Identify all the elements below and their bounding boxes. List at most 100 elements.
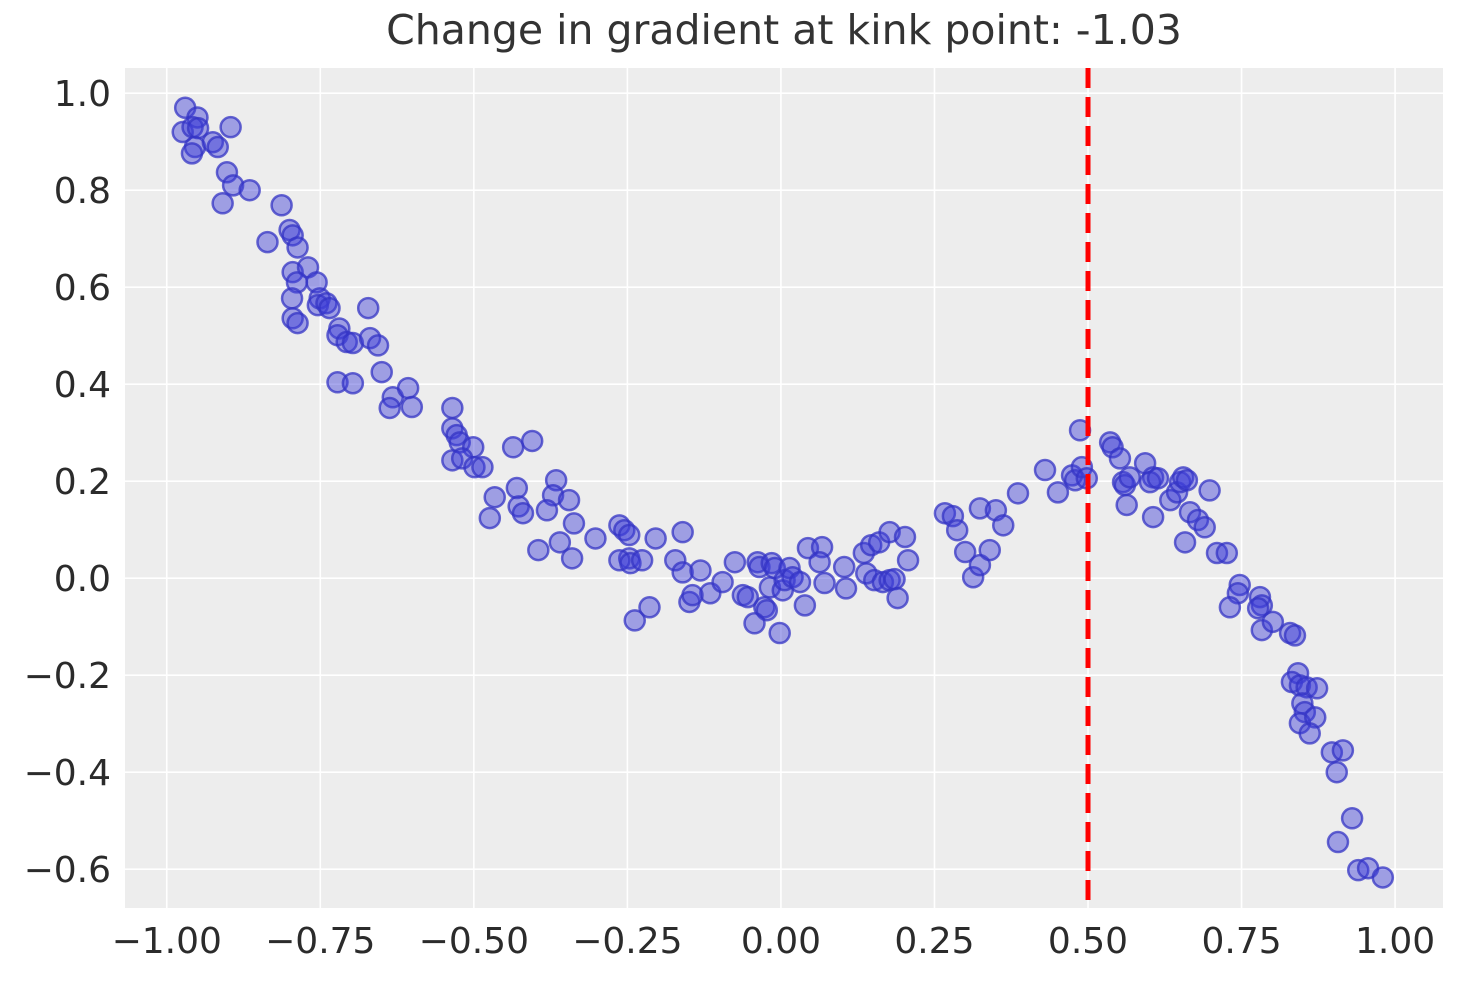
scatter-point	[623, 609, 647, 632]
scatter-point	[1325, 760, 1348, 784]
y-tick-label: 0.4	[54, 365, 111, 406]
scatter-point	[238, 178, 261, 202]
scatter-point	[548, 531, 572, 554]
scatter-point	[400, 395, 424, 419]
x-tick-label: −0.25	[572, 921, 682, 962]
scatter-point	[1198, 479, 1221, 502]
plot-area	[125, 68, 1443, 908]
scatter-point	[562, 512, 586, 535]
scatter-point	[441, 396, 464, 420]
scatter-point	[505, 476, 529, 500]
scatter-point	[968, 497, 992, 520]
scatter-point	[945, 518, 969, 542]
scatter-point	[501, 436, 525, 459]
x-tick-label: 0.00	[741, 921, 821, 962]
scatter-point	[644, 527, 667, 550]
scatter-point	[520, 429, 544, 453]
scatter-point	[961, 565, 985, 589]
scatter-point	[681, 583, 704, 607]
scatter-point	[978, 538, 1001, 562]
scatter-point	[527, 538, 550, 562]
x-tick-label: −1.00	[112, 921, 222, 962]
scatter-point	[723, 550, 747, 574]
scatter-point	[671, 520, 694, 544]
scatter-point	[280, 287, 304, 310]
scatter-point	[270, 194, 293, 217]
scatter-point	[1298, 722, 1321, 745]
scatter-point	[1141, 505, 1165, 529]
x-tick-label: 0.25	[894, 921, 974, 962]
scatter-point	[378, 396, 401, 420]
y-tick-label: 0.6	[54, 268, 111, 309]
scatter-point	[1115, 493, 1138, 517]
scatter-point	[788, 570, 812, 594]
scatter-point	[689, 559, 712, 582]
scatter-point	[219, 115, 242, 139]
scatter-point	[396, 376, 420, 400]
scatter-point	[286, 236, 309, 259]
y-tick-label: −0.4	[24, 753, 111, 794]
scatter-point	[883, 567, 906, 591]
scatter-point	[1331, 739, 1355, 762]
scatter-point	[1175, 468, 1199, 492]
scatter-point	[256, 230, 279, 254]
scatter-point	[886, 586, 909, 610]
scatter-point	[211, 192, 234, 215]
scatter-point	[893, 525, 917, 549]
scatter-point	[832, 555, 856, 579]
scatter-point	[1215, 541, 1239, 565]
scatter-point	[286, 311, 309, 335]
scatter-point	[638, 596, 661, 619]
chart-title: Change in gradient at kink point: -1.03	[386, 6, 1182, 54]
scatter-point	[813, 571, 836, 595]
scatter-point	[463, 455, 486, 479]
scatter-point	[370, 360, 393, 384]
scatter-point	[1340, 807, 1364, 830]
scatter-point	[768, 621, 791, 645]
scatter-point	[1101, 436, 1124, 459]
scatter-point	[560, 547, 584, 570]
scatter-point	[1246, 597, 1270, 620]
scatter-point	[341, 371, 365, 395]
scatter-point	[366, 334, 390, 357]
scatter-point	[483, 485, 506, 509]
scatter-point	[1193, 516, 1216, 539]
scatter-point	[1046, 481, 1070, 504]
scatter-point	[1118, 466, 1142, 489]
scatter-point	[1006, 482, 1030, 505]
scatter-point	[664, 549, 687, 572]
scatter-point	[953, 540, 977, 564]
x-tick-label: −0.50	[419, 921, 529, 962]
scatter-point	[1371, 866, 1395, 889]
x-tick-label: 0.50	[1048, 921, 1128, 962]
y-tick-label: −0.2	[24, 656, 111, 697]
scatter-point	[834, 577, 858, 600]
scatter-point	[1293, 700, 1317, 724]
scatter-point	[808, 550, 831, 574]
y-tick-label: 0.2	[54, 462, 111, 503]
scatter-point	[630, 549, 654, 572]
scatter-point	[557, 488, 581, 512]
x-tick-label: 0.75	[1201, 921, 1281, 962]
scatter-point	[584, 527, 607, 550]
x-tick-label: 1.00	[1355, 921, 1435, 962]
scatter-point	[318, 296, 341, 320]
scatter-point	[1326, 830, 1350, 854]
y-tick-label: −0.6	[24, 850, 111, 891]
scatter-point	[992, 514, 1015, 537]
scatter-point	[471, 455, 494, 479]
scatter-point	[711, 570, 734, 594]
scatter-point	[215, 161, 239, 184]
scatter-point	[1228, 573, 1251, 597]
y-tick-label: 0.8	[54, 171, 111, 212]
scatter-point	[793, 594, 817, 617]
scatter-point	[535, 499, 559, 522]
scatter-point	[478, 506, 502, 530]
y-tick-label: 1.0	[54, 74, 111, 115]
scatter-point	[1033, 458, 1057, 482]
scatter-point	[617, 523, 641, 547]
scatter-point	[736, 585, 760, 609]
scatter-point	[1218, 596, 1242, 619]
